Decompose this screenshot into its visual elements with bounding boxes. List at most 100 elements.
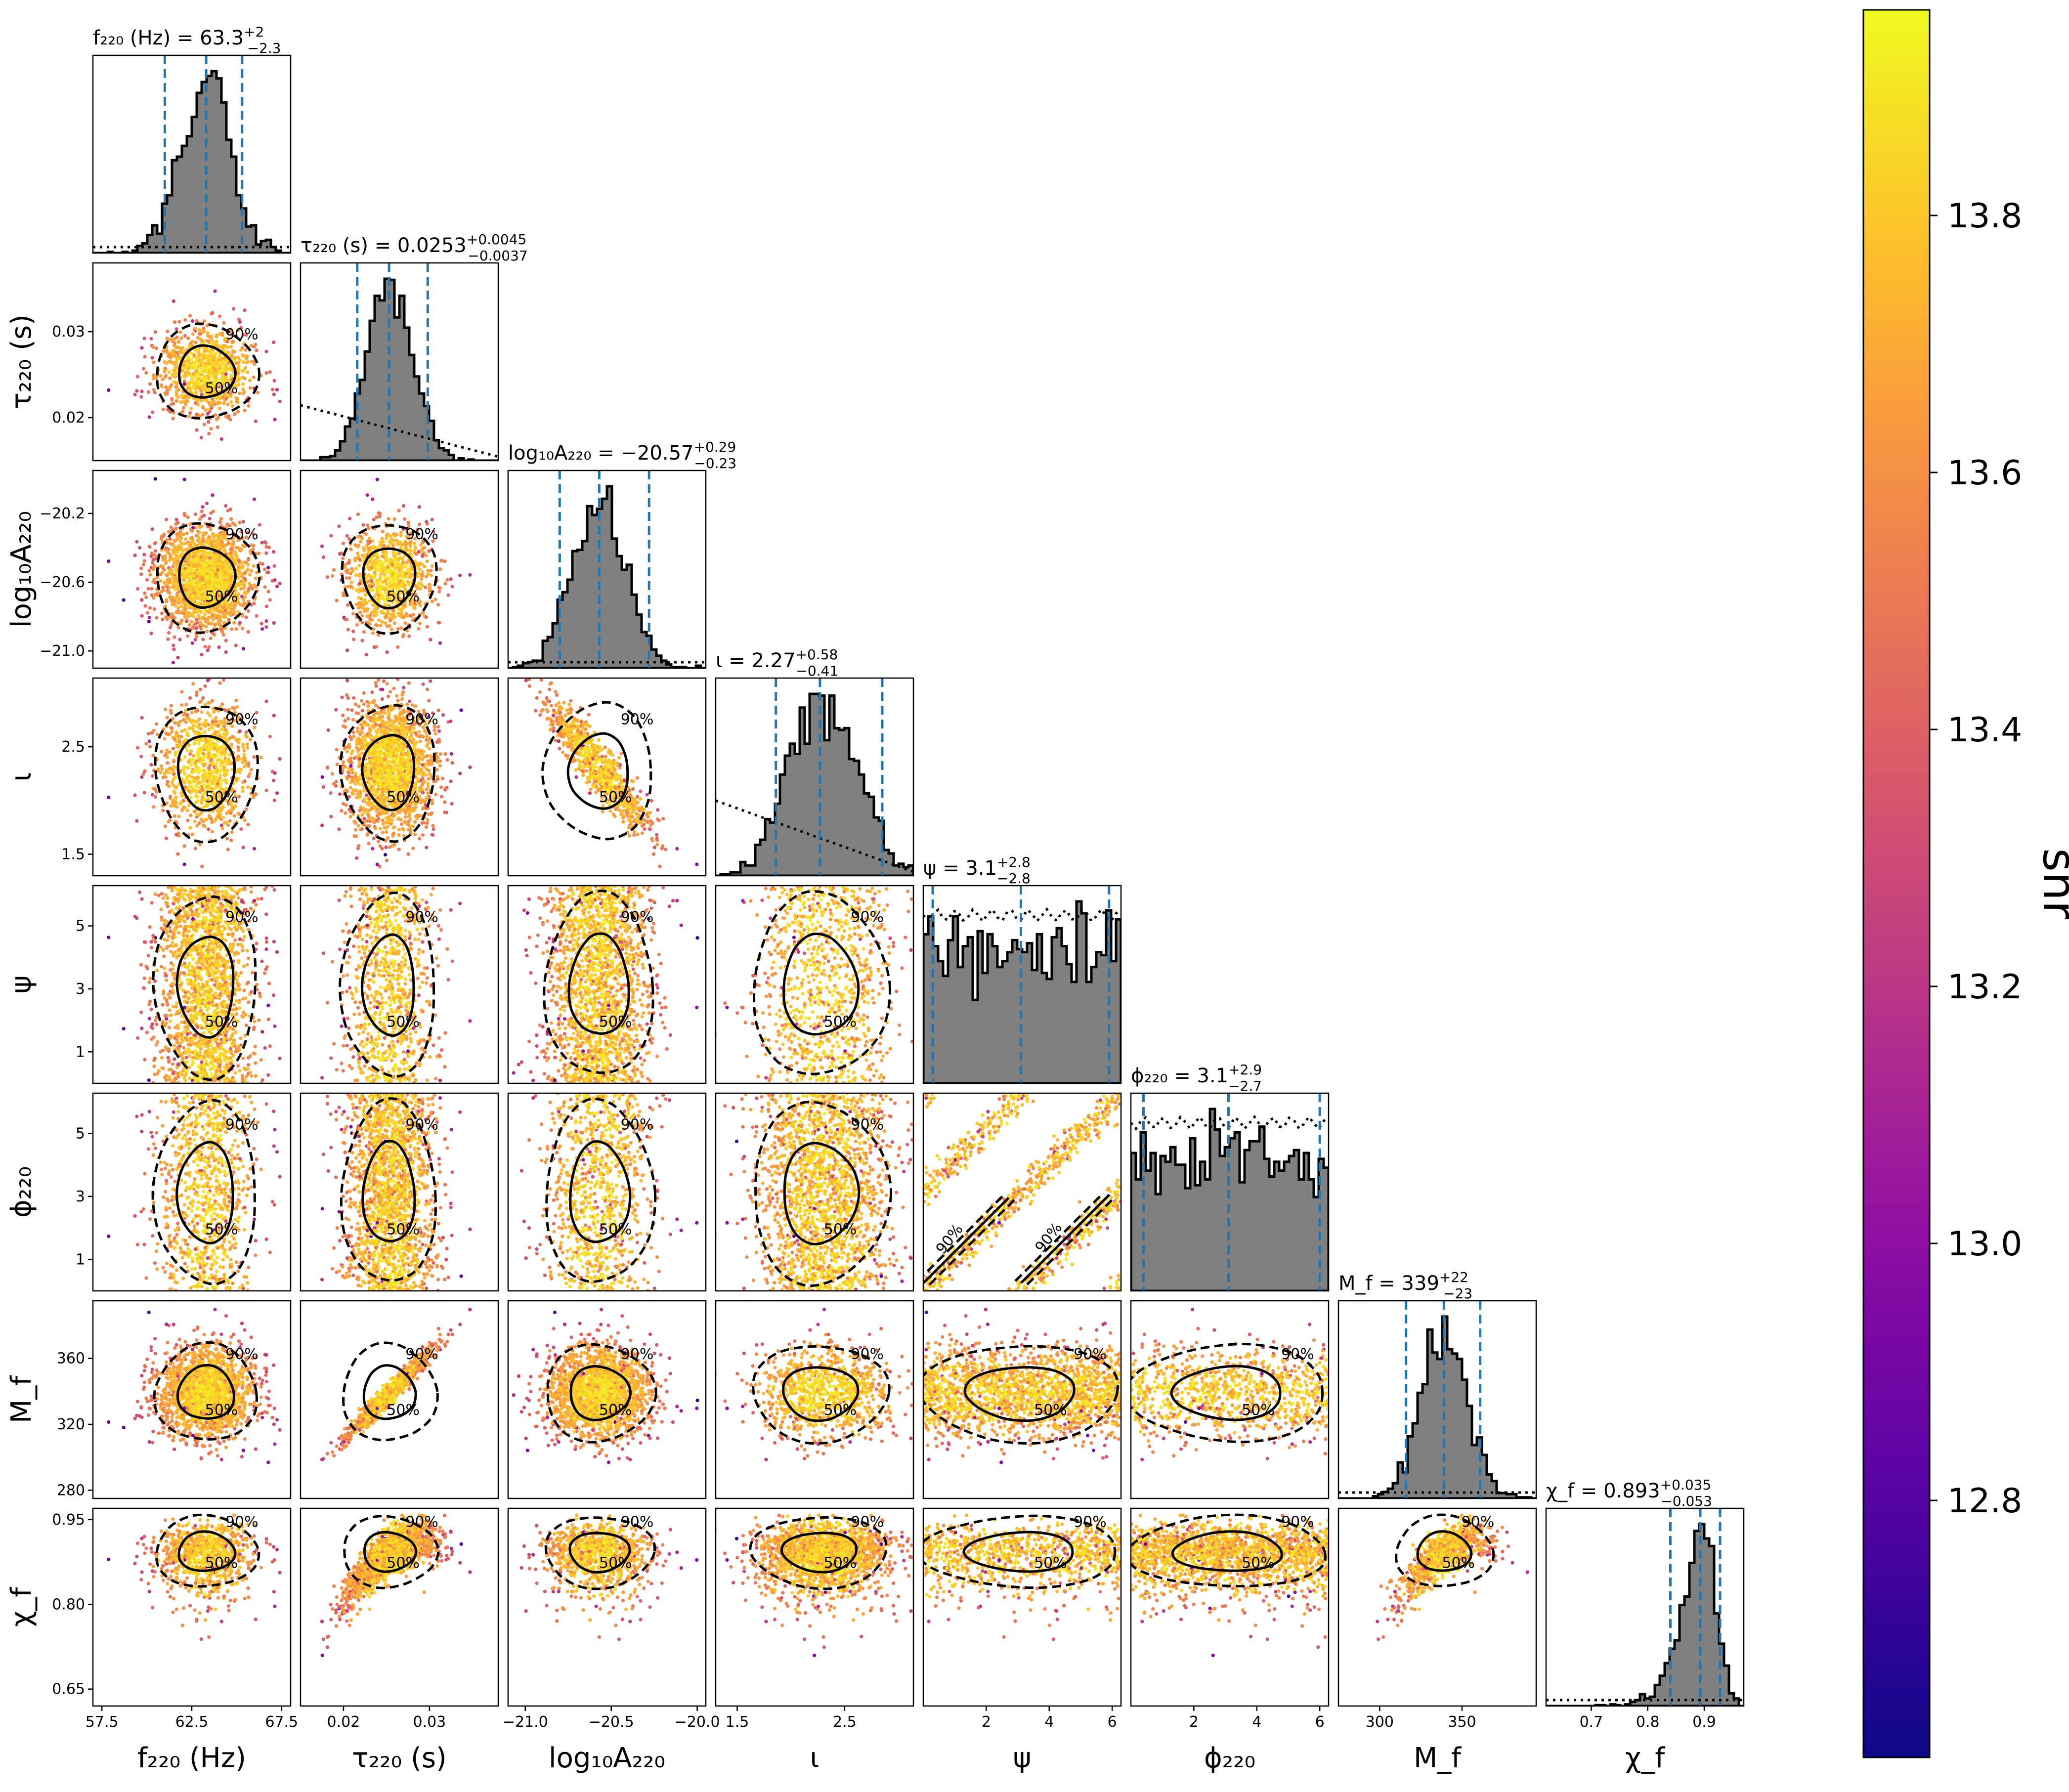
- sample-point: [216, 344, 220, 348]
- sample-point: [383, 621, 388, 625]
- sample-point: [348, 571, 352, 575]
- sample-point: [201, 590, 205, 594]
- sample-point: [266, 570, 270, 574]
- sample-point: [176, 626, 180, 630]
- sample-point: [211, 534, 215, 538]
- sample-point: [188, 545, 192, 549]
- sample-point: [165, 392, 169, 396]
- sample-point: [331, 772, 335, 776]
- sample-point: [208, 364, 212, 368]
- sample-point: [206, 610, 210, 614]
- sample-point: [364, 532, 368, 536]
- sample-point: [428, 588, 432, 592]
- sample-point: [175, 532, 179, 536]
- sample-point: [159, 537, 163, 541]
- sample-point: [278, 757, 282, 761]
- sample-point: [379, 559, 383, 563]
- sample-point: [233, 804, 238, 808]
- sample-point: [227, 581, 232, 585]
- sample-point: [408, 581, 412, 585]
- sample-point: [390, 577, 394, 581]
- sample-point: [216, 425, 219, 429]
- sample-point: [357, 601, 361, 605]
- sample-point: [194, 564, 198, 568]
- sample-point: [424, 586, 428, 590]
- sample-point: [396, 627, 400, 631]
- sample-point: [237, 583, 241, 587]
- sample-point: [172, 635, 176, 639]
- sample-point: [396, 645, 400, 649]
- sample-point: [169, 615, 173, 619]
- sample-point: [224, 543, 228, 547]
- sample-point: [402, 615, 406, 619]
- sample-point: [171, 527, 174, 531]
- sample-point: [394, 575, 398, 579]
- sample-point: [381, 715, 385, 719]
- sample-point: [408, 541, 412, 545]
- sample-point: [246, 609, 251, 613]
- sample-point: [168, 558, 172, 562]
- sample-point: [142, 791, 146, 795]
- sample-point: [392, 582, 396, 586]
- sample-point: [403, 584, 407, 588]
- sample-point: [207, 401, 211, 405]
- sample-point: [378, 540, 382, 544]
- sample-point: [140, 614, 144, 618]
- sample-point: [165, 617, 169, 621]
- sample-point: [402, 504, 406, 508]
- sample-point: [240, 716, 245, 720]
- sample-point: [235, 738, 239, 742]
- sample-point: [329, 534, 333, 538]
- sample-point: [350, 586, 354, 590]
- sample-point: [162, 533, 166, 537]
- sample-point: [198, 568, 202, 572]
- sample-point: [198, 843, 202, 847]
- sample-point: [268, 734, 272, 738]
- sample-point: [241, 627, 245, 631]
- sample-point: [210, 540, 214, 544]
- sample-point: [182, 765, 186, 769]
- sample-point: [173, 721, 177, 725]
- sample-point: [231, 798, 235, 802]
- sample-point: [220, 581, 224, 585]
- sample-point: [187, 623, 191, 627]
- sample-point: [405, 702, 409, 706]
- sample-point: [231, 807, 235, 811]
- sample-point: [226, 383, 230, 386]
- sample-point: [238, 770, 242, 774]
- sample-point: [355, 623, 359, 627]
- sample-point: [227, 617, 231, 621]
- sample-point: [173, 552, 177, 556]
- sample-point: [218, 624, 222, 628]
- sample-point: [165, 801, 169, 805]
- sample-point: [174, 527, 178, 531]
- sample-point: [218, 795, 222, 799]
- sample-point: [220, 540, 224, 544]
- sample-point: [165, 546, 169, 550]
- sample-point: [189, 813, 193, 817]
- sample-point: [176, 656, 180, 660]
- sample-point: [243, 409, 247, 413]
- sample-point: [240, 346, 245, 350]
- sample-point: [352, 638, 356, 641]
- sample-point: [338, 552, 342, 556]
- sample-point: [152, 607, 157, 611]
- sample-point: [357, 605, 361, 609]
- sample-point: [150, 356, 154, 360]
- sample-point: [241, 544, 245, 548]
- sample-point: [224, 601, 228, 605]
- sample-point: [236, 356, 240, 360]
- sample-point: [223, 752, 227, 757]
- sample-point: [168, 377, 172, 381]
- sample-point: [178, 530, 182, 534]
- sample-point: [349, 580, 353, 584]
- sample-point: [246, 630, 250, 634]
- sample-point: [272, 550, 276, 554]
- sample-point: [411, 846, 415, 851]
- sample-point: [149, 763, 153, 767]
- sample-point: [241, 761, 245, 765]
- sample-point: [140, 775, 144, 779]
- sample-point: [195, 693, 199, 697]
- sample-point: [197, 813, 201, 817]
- contour-50: [176, 734, 236, 812]
